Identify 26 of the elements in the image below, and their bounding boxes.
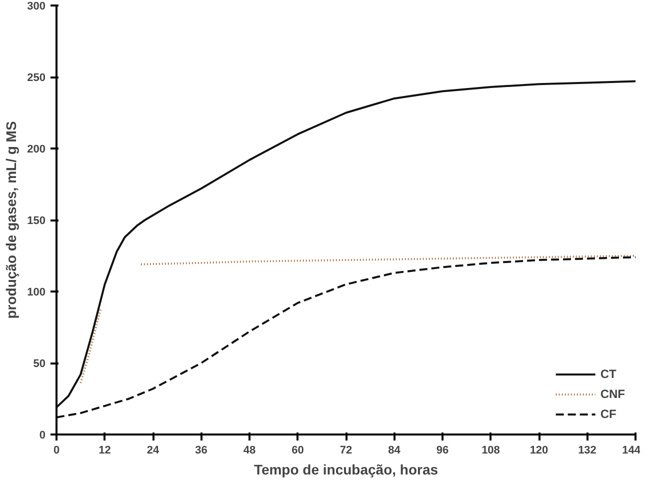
x-tick-label: 120 [530, 444, 548, 456]
x-tick-label: 72 [340, 444, 352, 456]
y-tick-label: 200 [27, 144, 46, 156]
x-tick-label: 96 [436, 444, 449, 456]
y-tick-label: 300 [27, 0, 46, 12]
y-tick-label: 50 [33, 358, 46, 370]
y-tick-label: 0 [39, 430, 46, 442]
line-series [56, 256, 636, 418]
x-tick-label: 0 [53, 444, 60, 456]
y-axis-title: produção de gases, mL/ g MS [3, 121, 20, 319]
y-tick-label: 150 [27, 215, 46, 227]
x-tick-label: 108 [482, 444, 500, 456]
x-tick-label: 132 [578, 444, 596, 456]
x-tick-label: 60 [292, 444, 304, 456]
x-tick-label: 48 [243, 444, 256, 456]
x-tick-label: 24 [146, 444, 160, 456]
x-tick-label: 12 [98, 444, 111, 456]
x-tick-label: 84 [388, 444, 402, 456]
x-tick-label: 36 [195, 444, 208, 456]
legend-label: CF [600, 407, 618, 421]
legend-label: CNF [600, 387, 625, 401]
y-tick-label: 100 [27, 286, 46, 298]
legend-label: CT [600, 367, 618, 381]
y-tick-label: 250 [27, 72, 46, 84]
x-axis-title: Tempo de incubação, horas [254, 462, 438, 478]
line-series [56, 80, 636, 408]
